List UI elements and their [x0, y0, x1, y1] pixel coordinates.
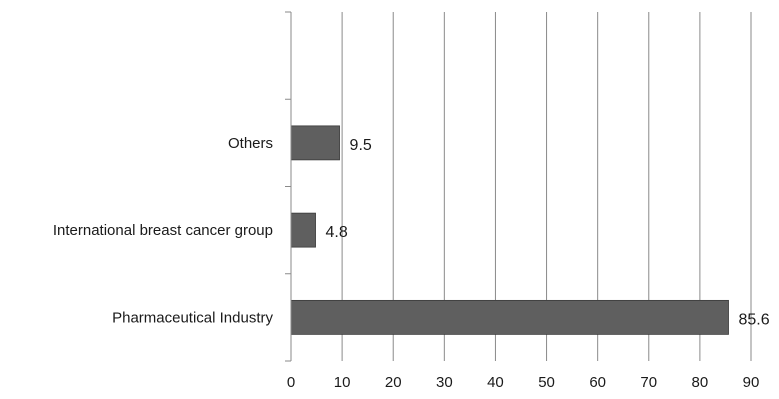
- x-tick-label: 50: [538, 374, 555, 391]
- x-tick-label: 80: [692, 374, 709, 391]
- data-label: 4.8: [326, 224, 348, 241]
- category-label: Pharmaceutical Industry: [112, 309, 273, 326]
- x-tick-label: 90: [743, 374, 760, 391]
- x-tick-label: 40: [487, 374, 504, 391]
- x-tick-label: 30: [436, 374, 453, 391]
- x-tick-label: 60: [589, 374, 606, 391]
- bars: [290, 125, 729, 335]
- category-label: Others: [228, 135, 273, 152]
- bar: [290, 299, 729, 335]
- category-label: International breast cancer group: [53, 222, 273, 239]
- gridlines: [341, 12, 752, 361]
- axes: [285, 11, 292, 362]
- x-tick-label: 20: [385, 374, 402, 391]
- x-tick-label: 0: [287, 374, 295, 391]
- bar: [290, 125, 340, 161]
- x-tick-label: 10: [334, 374, 351, 391]
- data-label: 85.6: [739, 311, 770, 328]
- data-label: 9.5: [350, 137, 372, 154]
- labels: 0 10 20 30 40 50 60 70 80 90 Pharmaceutical Indust…: [53, 135, 770, 391]
- x-tick-label: 70: [640, 374, 657, 391]
- bar: [290, 212, 316, 248]
